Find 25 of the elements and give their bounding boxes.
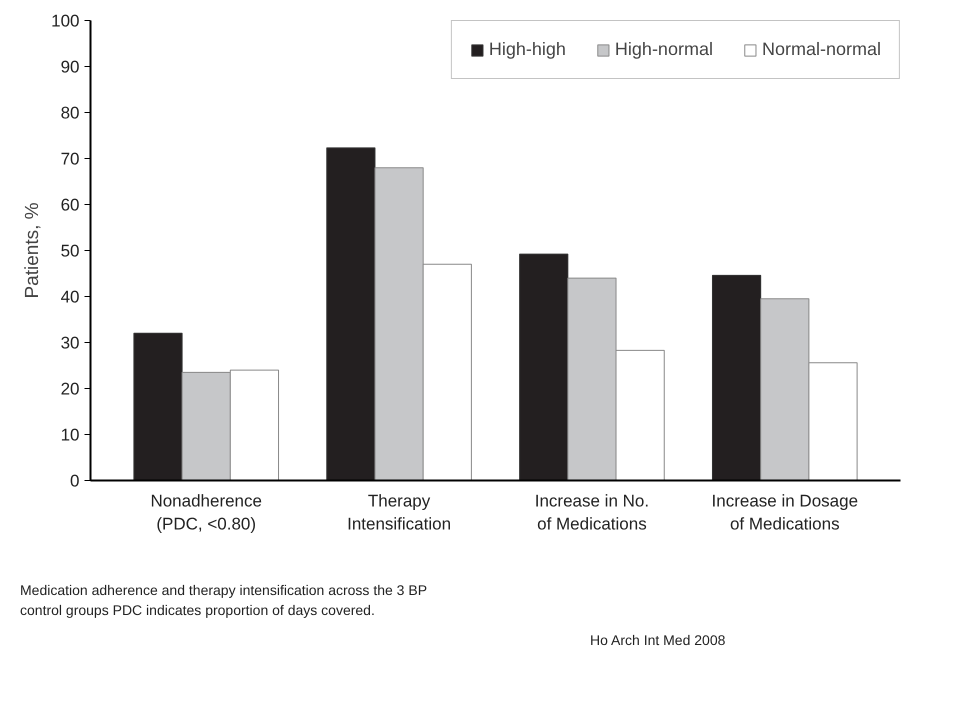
y-tick-label: 20 bbox=[60, 380, 80, 398]
y-tick-label: 50 bbox=[60, 242, 80, 260]
y-tick-label: 90 bbox=[60, 58, 80, 76]
y-tick-label: 100 bbox=[51, 12, 80, 30]
bar bbox=[133, 332, 183, 480]
x-tick-label: Therapy Intensification bbox=[347, 492, 452, 534]
y-tick-label: 80 bbox=[60, 104, 80, 122]
x-tick-label: Increase in No. of Medications bbox=[534, 492, 650, 534]
bar bbox=[519, 254, 568, 480]
y-tick-label: 0 bbox=[70, 472, 80, 490]
y-tick-label: 40 bbox=[60, 288, 80, 306]
legend-label: High-normal bbox=[614, 39, 713, 60]
x-tick-label: Increase in Dosage of Medications bbox=[712, 492, 858, 534]
x-tick-label: Nonadherence (PDC, <0.80) bbox=[150, 492, 262, 534]
text: Ho Arch Int Med 2008 bbox=[590, 631, 726, 650]
y-tick-label: 30 bbox=[60, 334, 80, 352]
y-tick-label: 70 bbox=[60, 150, 80, 168]
legend-label: Normal-normal bbox=[762, 39, 881, 60]
bar bbox=[712, 274, 762, 480]
y-tick-label: 10 bbox=[60, 426, 80, 444]
bar bbox=[326, 147, 376, 480]
y-tick-label: 60 bbox=[60, 196, 80, 214]
y-axis-title: Patients, % bbox=[22, 202, 44, 299]
legend-label: High-high bbox=[488, 39, 566, 60]
text: Medication adherence and therapy intensification across the 3 BP control groups PDC indicates proportion of days covered. bbox=[20, 581, 428, 620]
